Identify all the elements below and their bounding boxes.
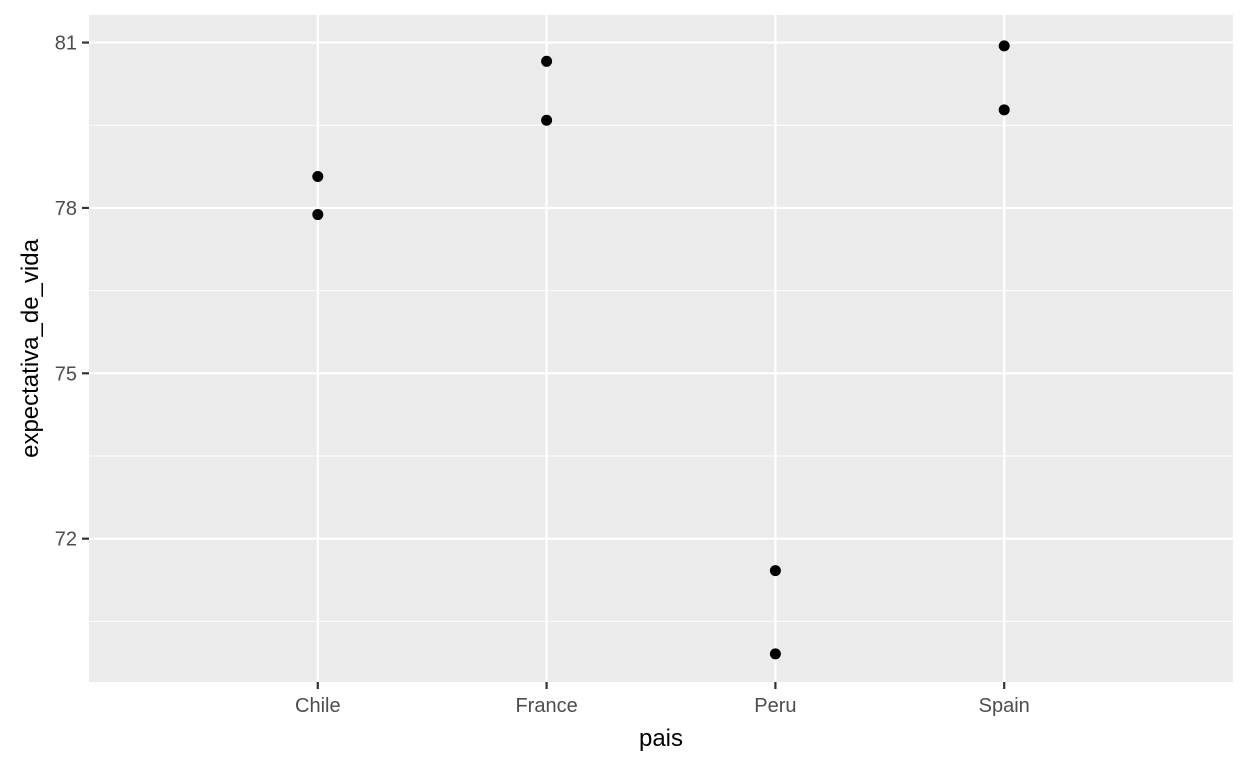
- major-gridlines: [89, 15, 1233, 682]
- data-point: [998, 40, 1010, 52]
- y-tick-label: 72: [55, 529, 77, 551]
- minor-gridlines: [89, 124, 1233, 622]
- data-points: [312, 40, 1010, 660]
- x-tick-label: Spain: [979, 695, 1030, 717]
- data-point: [312, 209, 324, 221]
- x-axis-title: pais: [639, 725, 683, 752]
- y-tick-label: 81: [55, 33, 77, 55]
- x-axis: Chile France Peru Spain: [295, 682, 1030, 717]
- data-point: [541, 55, 553, 67]
- data-point: [312, 171, 324, 183]
- y-axis-title: expectativa_de_vida: [17, 238, 44, 457]
- x-tick-label: Chile: [295, 695, 341, 717]
- plot-panel: [89, 15, 1233, 682]
- data-point: [998, 104, 1010, 116]
- data-point: [769, 565, 781, 577]
- x-tick-label: France: [515, 695, 577, 717]
- data-point: [541, 114, 553, 126]
- y-axis: 72 75 78 81: [55, 33, 89, 551]
- data-point: [769, 648, 781, 660]
- x-tick-label: Peru: [754, 695, 796, 717]
- y-tick-label: 75: [55, 363, 77, 385]
- y-tick-label: 78: [55, 198, 77, 220]
